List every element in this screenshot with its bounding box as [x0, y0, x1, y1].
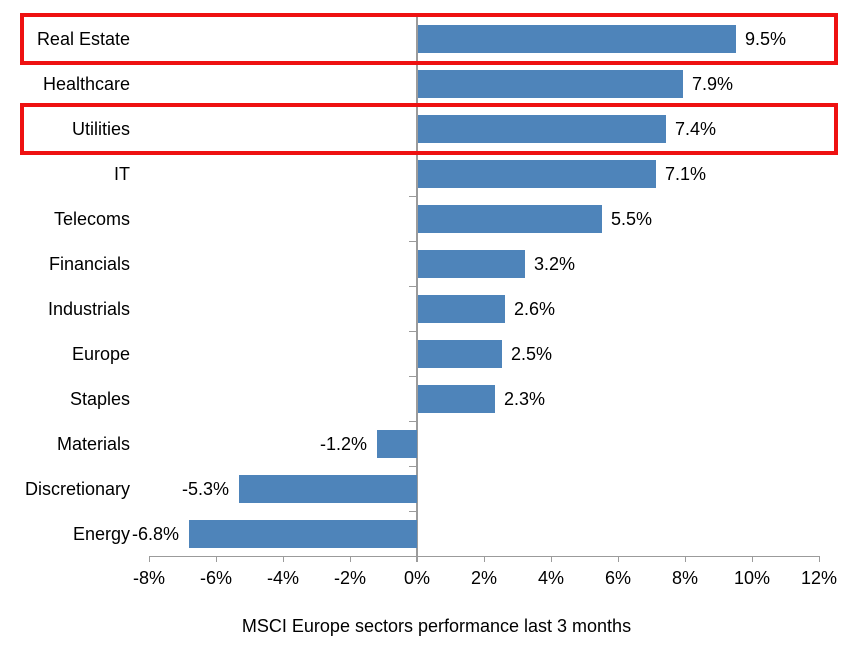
data-label: 5.5%	[611, 209, 653, 229]
category-tick	[409, 286, 417, 287]
category-label: Discretionary	[24, 479, 130, 499]
x-tick-label: 0%	[403, 568, 430, 588]
category-label: Real Estate	[36, 29, 130, 49]
x-tick	[685, 556, 686, 562]
category-label: Financials	[48, 254, 130, 274]
category-label: Industrials	[47, 299, 130, 319]
x-tick	[417, 556, 418, 562]
data-label: 7.4%	[675, 119, 717, 139]
x-tick	[283, 556, 284, 562]
category-tick	[409, 331, 417, 332]
x-tick-label: 2%	[470, 568, 497, 588]
bar	[376, 430, 417, 458]
category-label: Energy	[72, 524, 130, 544]
x-tick	[149, 556, 150, 562]
x-tick-label: 4%	[537, 568, 564, 588]
bar	[418, 70, 683, 98]
bar	[418, 205, 602, 233]
x-tick-label: -6%	[199, 568, 232, 588]
category-tick	[409, 376, 417, 377]
category-label: IT	[114, 164, 130, 184]
legend: MSCI Europe sectors performance last 3 m…	[0, 613, 852, 639]
category-tick	[409, 556, 417, 557]
category-tick	[409, 466, 417, 467]
data-label: 3.2%	[534, 254, 576, 274]
x-tick	[819, 556, 820, 562]
bar	[189, 520, 418, 548]
x-tick	[350, 556, 351, 562]
bar	[418, 250, 525, 278]
bar	[418, 115, 666, 143]
category-label: Europe	[71, 344, 130, 364]
category-label: Telecoms	[53, 209, 130, 229]
category-tick	[409, 511, 417, 512]
data-label: -5.3%	[181, 479, 229, 499]
x-tick-label: 8%	[671, 568, 698, 588]
x-tick-label: -2%	[333, 568, 366, 588]
data-label: 2.5%	[511, 344, 553, 364]
x-tick-label: 12%	[800, 568, 838, 588]
x-tick-label: -4%	[266, 568, 299, 588]
data-label: -6.8%	[131, 524, 179, 544]
x-tick	[484, 556, 485, 562]
x-tick	[752, 556, 753, 562]
category-tick	[409, 241, 417, 242]
category-label: Healthcare	[42, 74, 130, 94]
y-axis-line	[416, 16, 418, 562]
x-tick-label: 6%	[604, 568, 631, 588]
category-label: Utilities	[71, 119, 130, 139]
data-label: 2.6%	[514, 299, 556, 319]
bar	[239, 475, 418, 503]
bar	[418, 295, 505, 323]
bar	[418, 340, 502, 368]
bar	[418, 160, 656, 188]
category-tick	[409, 421, 417, 422]
bar	[418, 385, 495, 413]
bar	[418, 25, 736, 53]
data-label: 7.1%	[665, 164, 707, 184]
data-label: 7.9%	[692, 74, 734, 94]
x-tick-label: 10%	[733, 568, 771, 588]
category-label: Materials	[56, 434, 130, 454]
data-label: 2.3%	[504, 389, 546, 409]
category-label: Staples	[69, 389, 130, 409]
x-tick	[216, 556, 217, 562]
highlight-box	[20, 13, 838, 65]
category-tick	[409, 196, 417, 197]
x-tick	[551, 556, 552, 562]
x-tick	[618, 556, 619, 562]
x-tick-label: -8%	[132, 568, 165, 588]
highlight-box	[20, 103, 838, 155]
legend-label: MSCI Europe sectors performance last 3 m…	[241, 616, 632, 636]
legend-marker-icon	[221, 620, 234, 633]
data-label: 9.5%	[745, 29, 787, 49]
data-label: -1.2%	[319, 434, 367, 454]
